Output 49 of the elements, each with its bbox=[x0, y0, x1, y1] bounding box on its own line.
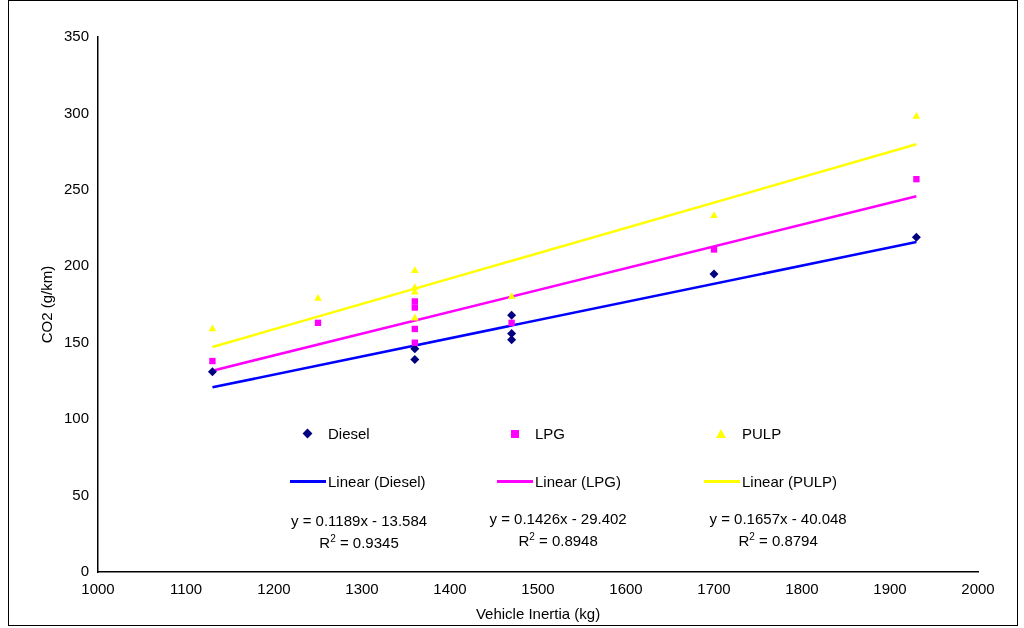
point bbox=[411, 304, 418, 311]
point bbox=[209, 357, 216, 365]
legend-label: Diesel bbox=[328, 425, 370, 442]
point bbox=[207, 367, 217, 377]
point bbox=[710, 246, 718, 253]
annotation: y = 0.1426x - 29.402 R$^{2}$ = 0.8948 bbox=[489, 509, 627, 551]
legend-label: Linear (LPG) bbox=[535, 473, 621, 490]
point bbox=[508, 319, 515, 327]
x-tick-label: 1800 bbox=[785, 580, 819, 598]
point bbox=[507, 292, 516, 300]
point bbox=[507, 310, 517, 320]
legend-label: PULP bbox=[742, 425, 782, 442]
point bbox=[709, 269, 719, 279]
x-tick-label: 1000 bbox=[81, 580, 115, 598]
legend-label: LPG bbox=[535, 425, 566, 442]
point bbox=[507, 335, 517, 345]
x-tick-label: 1500 bbox=[521, 580, 555, 598]
point bbox=[410, 355, 420, 365]
legend-label: Linear (PULP) bbox=[742, 473, 838, 490]
x-tick-label: 2000 bbox=[961, 580, 995, 598]
y-tick-label: 200 bbox=[64, 256, 90, 274]
point bbox=[710, 211, 718, 219]
x-axis-title: Vehicle Inertia (kg) bbox=[475, 605, 601, 623]
point bbox=[410, 344, 420, 354]
x-tick-label: 1600 bbox=[609, 580, 643, 598]
point bbox=[208, 324, 217, 332]
legend-label: Linear (Diesel) bbox=[328, 473, 426, 490]
annotation: y = 0.1189x - 13.584 R$^{2}$ = 0.9345 bbox=[291, 511, 428, 553]
point bbox=[912, 111, 921, 119]
x-tick-label: 1300 bbox=[345, 580, 379, 598]
point bbox=[913, 175, 920, 183]
x-tick-label: 1900 bbox=[873, 580, 907, 598]
y-tick-label: 0 bbox=[80, 562, 90, 580]
point bbox=[410, 266, 419, 274]
x-tick-label: 1400 bbox=[433, 580, 467, 598]
y-tick-label: 350 bbox=[64, 27, 90, 45]
point bbox=[410, 313, 419, 321]
y-tick-label: 250 bbox=[64, 180, 90, 197]
y-tick-label: 300 bbox=[64, 103, 90, 121]
point bbox=[314, 293, 322, 301]
y-tick-label: 150 bbox=[64, 332, 90, 350]
x-tick-label: 1700 bbox=[697, 580, 731, 598]
y-tick-label: 100 bbox=[64, 409, 90, 427]
x-tick-label: 1100 bbox=[169, 580, 203, 598]
annotation: y = 0.1657x - 40.048 R$^{2}$ = 0.8794 bbox=[709, 509, 847, 551]
x-tick-label: 1200 bbox=[257, 580, 291, 598]
y-axis-title: CO2 (g/km) bbox=[38, 265, 56, 344]
y-tick-label: 50 bbox=[72, 485, 90, 503]
point bbox=[911, 232, 921, 242]
